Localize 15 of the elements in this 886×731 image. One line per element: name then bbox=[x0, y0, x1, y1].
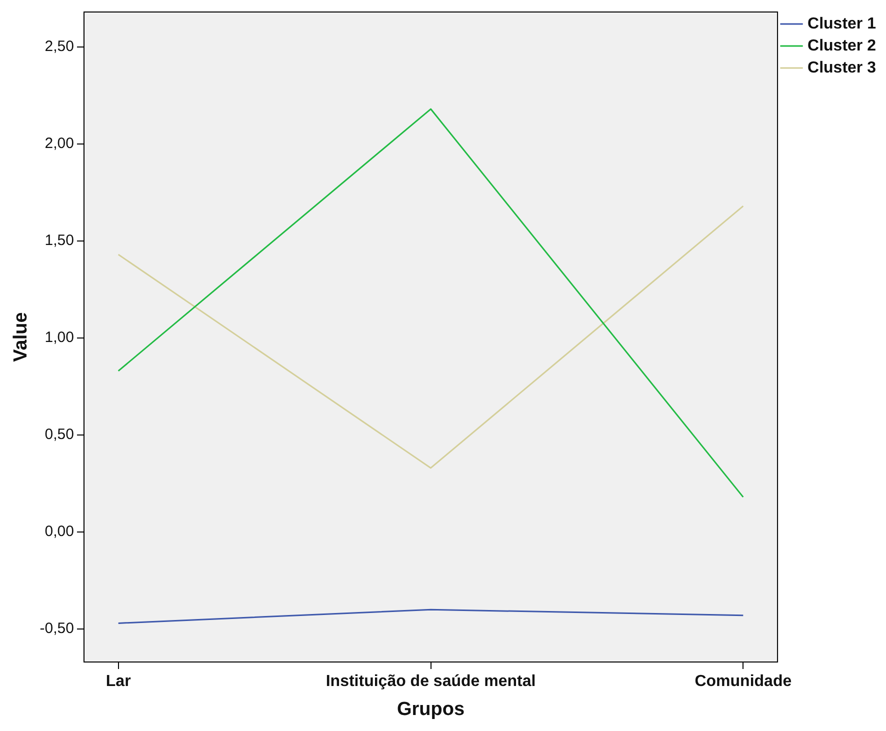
legend-label: Cluster 2 bbox=[808, 37, 876, 54]
legend-label: Cluster 3 bbox=[808, 59, 876, 76]
x-tick-label: Instituição de saúde mental bbox=[326, 673, 536, 690]
y-tick-label: 2,00 bbox=[44, 135, 74, 152]
x-tick-label: Lar bbox=[106, 673, 131, 690]
y-tick-label: 1,50 bbox=[44, 232, 74, 250]
y-axis-title: Value bbox=[10, 312, 32, 362]
y-tick-label: -0,50 bbox=[40, 620, 74, 638]
y-tick-label: 1,00 bbox=[44, 329, 74, 346]
y-tick-label: 2,50 bbox=[44, 38, 74, 56]
x-axis-title: Grupos bbox=[396, 698, 465, 720]
x-tick-label: Comunidade bbox=[694, 673, 792, 690]
y-tick-label: 0,00 bbox=[44, 523, 74, 540]
legend-label: Cluster 1 bbox=[808, 15, 876, 32]
y-tick-label: 0,50 bbox=[44, 426, 74, 444]
